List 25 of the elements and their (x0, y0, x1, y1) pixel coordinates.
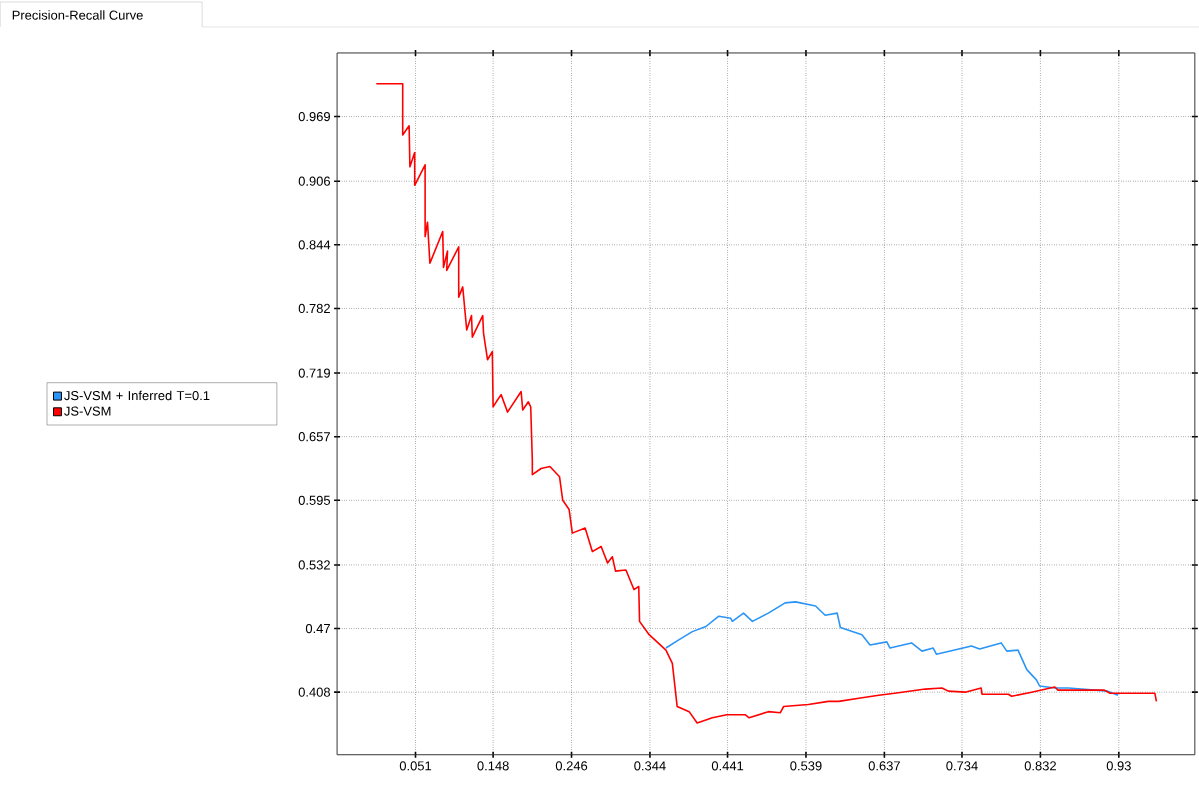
line-series (375, 83, 1158, 724)
x-tick-label: 0.734 (946, 761, 978, 771)
x-tick-label: 0.344 (634, 761, 666, 771)
x-tick-label: 0.246 (555, 761, 588, 771)
y-tick-label: 0.657 (298, 432, 330, 442)
y-tick-label: 0.906 (298, 176, 331, 186)
x-tick-label: 0.441 (711, 761, 744, 771)
x-tick-label: 0.93 (1106, 761, 1131, 771)
line-series (665, 601, 1119, 697)
legend-label: JS-VSM (64, 406, 111, 416)
y-tick-label: 0.782 (298, 303, 330, 314)
y-tick-label: 0.532 (298, 560, 330, 570)
y-tick-label: 0.969 (298, 112, 330, 122)
y-tick-label: 0.719 (298, 368, 330, 378)
x-tick-label: 0.539 (790, 761, 822, 771)
y-tick-label: 0.595 (298, 495, 331, 506)
x-tick-label: 0.051 (399, 761, 432, 771)
y-tick-label: 0.844 (298, 240, 331, 250)
x-tick-label: 0.637 (868, 761, 900, 771)
y-tick-label: 0.408 (298, 687, 331, 697)
x-tick-label: 0.148 (477, 761, 509, 771)
text: Precision-Recall Curve (12, 10, 143, 20)
y-tick-label: 0.47 (305, 624, 330, 634)
legend-label: JS-VSM + Inferred T=0.1 (64, 390, 210, 401)
x-tick-label: 0.832 (1024, 761, 1056, 771)
